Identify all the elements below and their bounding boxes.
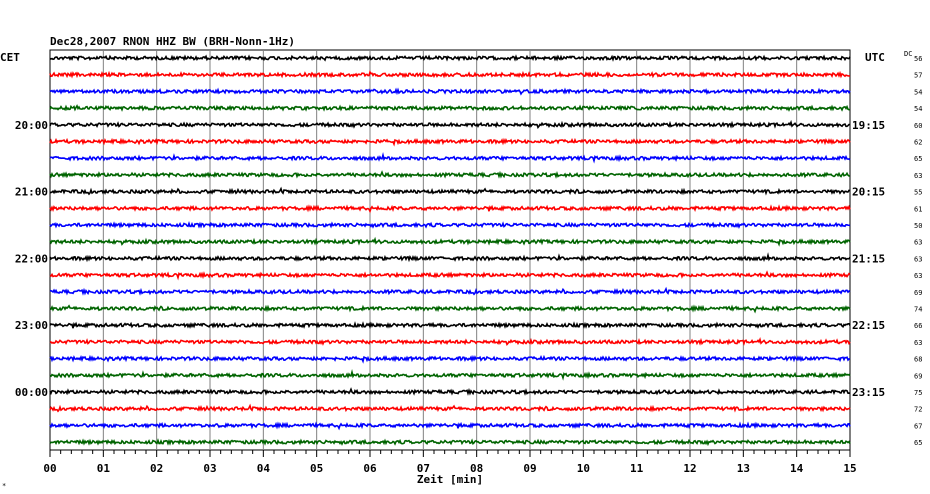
trace-line — [49, 87, 851, 96]
dc-value: 68 — [914, 356, 922, 364]
trace-line — [49, 369, 851, 381]
dc-value: 63 — [914, 272, 922, 280]
trace-line — [49, 204, 851, 214]
dc-value: 65 — [914, 439, 922, 447]
cet-time-label: 22:00 — [15, 252, 48, 265]
dc-value: 50 — [914, 222, 922, 230]
trace-line — [49, 151, 851, 164]
dc-value: 62 — [914, 139, 922, 147]
x-tick-label: 15 — [843, 462, 856, 475]
utc-time-label: 19:15 — [852, 119, 885, 132]
dc-label: DC — [904, 50, 912, 58]
dc-value: 63 — [914, 239, 922, 247]
chart-title: Dec28,2007 RNON HHZ BW (BRH-Nonn-1Hz) — [50, 35, 295, 48]
x-tick-label: 02 — [150, 462, 163, 475]
dc-value: 61 — [914, 205, 922, 213]
x-tick-label: 04 — [257, 462, 271, 475]
trace-line — [49, 220, 851, 229]
dc-value: 63 — [914, 339, 922, 347]
cet-time-label: 20:00 — [15, 119, 48, 132]
x-tick-label: 05 — [310, 462, 323, 475]
utc-time-labels: 19:15 20:15 21:15 22:15 23:15 — [852, 119, 885, 399]
dc-value: 69 — [914, 289, 922, 297]
x-tick-label: 07 — [417, 462, 430, 475]
plot-frame — [49, 49, 851, 451]
utc-time-label: 22:15 — [852, 319, 885, 332]
trace-line — [49, 186, 851, 196]
dc-value: 67 — [914, 422, 922, 430]
dc-value: 63 — [914, 172, 922, 180]
dc-value: 66 — [914, 322, 922, 330]
dc-value: 56 — [914, 55, 922, 63]
trace-line — [49, 252, 851, 263]
trace-line — [49, 170, 851, 179]
trace-line — [49, 137, 851, 147]
x-tick-label: 10 — [577, 462, 590, 475]
x-tick-label: 12 — [683, 462, 696, 475]
x-tick-label: 14 — [790, 462, 804, 475]
utc-label: UTC — [865, 51, 885, 64]
x-axis: 00 01 02 03 04 05 06 07 08 09 10 11 12 13 14 15 — [43, 450, 857, 475]
trace-line — [49, 304, 851, 314]
trace-line — [49, 421, 851, 431]
x-tick-label: 11 — [630, 462, 644, 475]
dc-value: 69 — [914, 372, 922, 380]
dc-value: 54 — [914, 88, 922, 96]
trace-line — [49, 387, 851, 396]
dc-value: 74 — [914, 306, 922, 314]
trace-line — [49, 70, 851, 79]
trace-line — [49, 104, 851, 112]
dc-value: 63 — [914, 255, 922, 263]
trace-line — [49, 336, 851, 347]
x-axis-title: Zeit [min] — [417, 473, 483, 486]
trace-line — [49, 119, 851, 129]
x-tick-label: 03 — [203, 462, 216, 475]
utc-time-label: 20:15 — [852, 186, 885, 199]
x-tick-label: 09 — [523, 462, 536, 475]
dc-value: 65 — [914, 155, 922, 163]
x-tick-label: 13 — [737, 462, 750, 475]
trace-line — [49, 236, 851, 247]
trace-line — [49, 270, 851, 281]
minute-gridlines — [102, 50, 798, 450]
x-tick-label: 06 — [363, 462, 377, 475]
cet-time-labels: 20:00 21:00 22:00 23:00 00:00 — [15, 119, 48, 399]
dc-value: 55 — [914, 189, 922, 197]
cet-time-label: 00:00 — [15, 386, 48, 399]
trace-line — [49, 321, 851, 330]
dc-value: 60 — [914, 122, 922, 130]
utc-time-label: 23:15 — [852, 386, 885, 399]
cet-label: CET — [0, 51, 20, 64]
utc-time-label: 21:15 — [852, 252, 885, 265]
dc-value: 75 — [914, 389, 922, 397]
trace-line — [49, 54, 851, 62]
dc-value: 54 — [914, 105, 922, 113]
trace-line — [49, 438, 851, 447]
trace-line — [49, 286, 851, 296]
cet-time-label: 23:00 — [15, 319, 48, 332]
dc-value: 57 — [914, 72, 922, 80]
dc-offset-labels: 56 57 54 54 60 62 65 63 55 61 50 63 63 63 69 74 66 63 68 69… — [914, 55, 922, 447]
seismogram-traces — [49, 54, 851, 447]
x-tick-label: 01 — [97, 462, 111, 475]
x-tick-label: 00 — [43, 462, 56, 475]
x-tick-label: 08 — [470, 462, 483, 475]
footer-mark: * — [2, 482, 6, 490]
dc-value: 72 — [914, 406, 922, 414]
trace-line — [49, 354, 851, 364]
trace-line — [49, 403, 851, 413]
cet-time-label: 21:00 — [15, 186, 48, 199]
